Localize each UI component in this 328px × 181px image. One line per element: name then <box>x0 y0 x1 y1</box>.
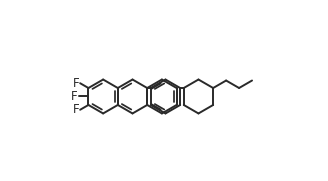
Text: F: F <box>72 77 79 90</box>
Text: F: F <box>71 90 78 103</box>
Text: F: F <box>73 103 80 116</box>
